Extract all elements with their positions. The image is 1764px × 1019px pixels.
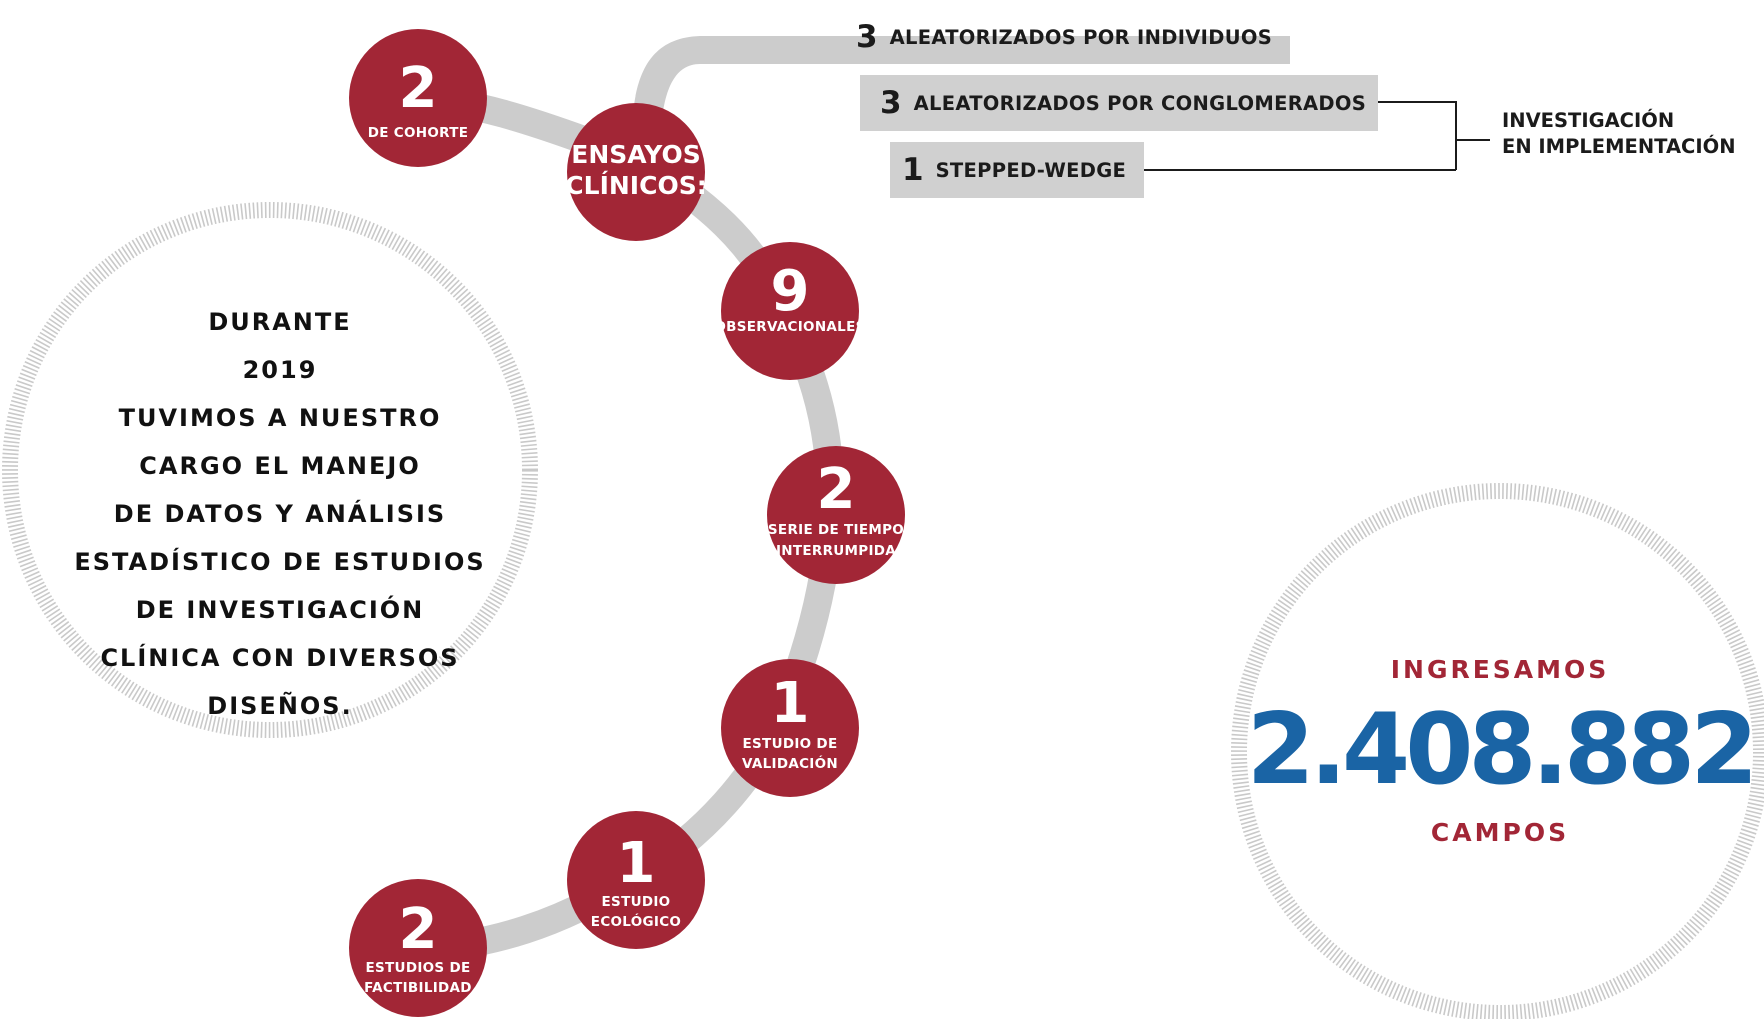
- node-number: 1: [617, 831, 656, 896]
- trial-number: 3: [880, 85, 902, 121]
- implementation-label: INVESTIGACIÓN EN IMPLEMENTACIÓN: [1502, 108, 1736, 160]
- left-text-line: 2019: [40, 346, 520, 394]
- node-label: ESTUDIO DE: [743, 736, 838, 752]
- node-label: ESTUDIO: [602, 894, 671, 910]
- left-text-line: CLÍNICA CON DIVERSOS: [40, 634, 520, 682]
- trial-box-individuos: 3 ALEATORIZADOS POR INDIVIDUOS: [856, 10, 1294, 64]
- left-text-line: TUVIMOS A NUESTRO: [40, 394, 520, 442]
- trial-number: 3: [856, 19, 878, 55]
- campos-label: CAMPOS: [1240, 818, 1760, 847]
- implementation-line: EN IMPLEMENTACIÓN: [1502, 134, 1736, 160]
- node-label: SERIE DE TIEMPO: [768, 522, 904, 538]
- node-label: CLÍNICOS:: [565, 171, 706, 200]
- trial-box-stepped-wedge: 1 STEPPED-WEDGE: [890, 142, 1144, 198]
- node-ensayos-clinicos: ENSAYOS CLÍNICOS:: [565, 103, 706, 241]
- node-estudios-de-factibilidad: 2 ESTUDIOS DE FACTIBILIDAD: [349, 879, 487, 1017]
- node-label: DE COHORTE: [368, 125, 469, 141]
- connector-conglomerados: [1378, 102, 1456, 170]
- implementation-line: INVESTIGACIÓN: [1502, 108, 1736, 134]
- node-label: INTERRUMPIDA: [776, 543, 896, 559]
- node-label: OBSERVACIONALES: [714, 319, 865, 335]
- node-label: VALIDACIÓN: [742, 754, 838, 772]
- left-text-line: DE DATOS Y ANÁLISIS: [40, 490, 520, 538]
- fields-count: 2.408.882: [1240, 700, 1760, 800]
- trial-label: ALEATORIZADOS POR CONGLOMERADOS: [914, 92, 1367, 115]
- node-number: 2: [399, 897, 438, 962]
- left-text-line: DURANTE: [40, 298, 520, 346]
- trial-label: ALEATORIZADOS POR INDIVIDUOS: [890, 26, 1272, 49]
- node-number: 2: [399, 56, 438, 121]
- node-number: 2: [817, 457, 856, 522]
- left-text-line: ESTADÍSTICO DE ESTUDIOS: [40, 538, 520, 586]
- node-serie-de-tiempo: 2 SERIE DE TIEMPO INTERRUMPIDA: [767, 446, 905, 584]
- trial-label: STEPPED-WEDGE: [936, 159, 1127, 182]
- ingresamos-label: INGRESAMOS: [1240, 655, 1760, 684]
- left-text-line: DISEÑOS.: [40, 682, 520, 730]
- node-label: FACTIBILIDAD: [364, 980, 472, 996]
- node-label: ESTUDIOS DE: [366, 960, 471, 976]
- node-label: ECOLÓGICO: [591, 912, 681, 930]
- left-circle-text: DURANTE 2019 TUVIMOS A NUESTRO CARGO EL …: [40, 298, 520, 730]
- node-observacionales: 9 OBSERVACIONALES: [714, 242, 865, 380]
- node-number: 1: [771, 671, 810, 736]
- node-de-cohorte: 2 DE COHORTE: [349, 29, 487, 167]
- trial-number: 1: [902, 152, 924, 188]
- node-estudio-de-validacion: 1 ESTUDIO DE VALIDACIÓN: [721, 659, 859, 797]
- node-estudio-ecologico: 1 ESTUDIO ECOLÓGICO: [567, 811, 705, 949]
- left-text-line: CARGO EL MANEJO: [40, 442, 520, 490]
- left-text-line: DE INVESTIGACIÓN: [40, 586, 520, 634]
- trial-box-conglomerados: 3 ALEATORIZADOS POR CONGLOMERADOS: [860, 75, 1378, 131]
- node-label: ENSAYOS: [571, 140, 700, 169]
- node-number: 9: [771, 259, 810, 324]
